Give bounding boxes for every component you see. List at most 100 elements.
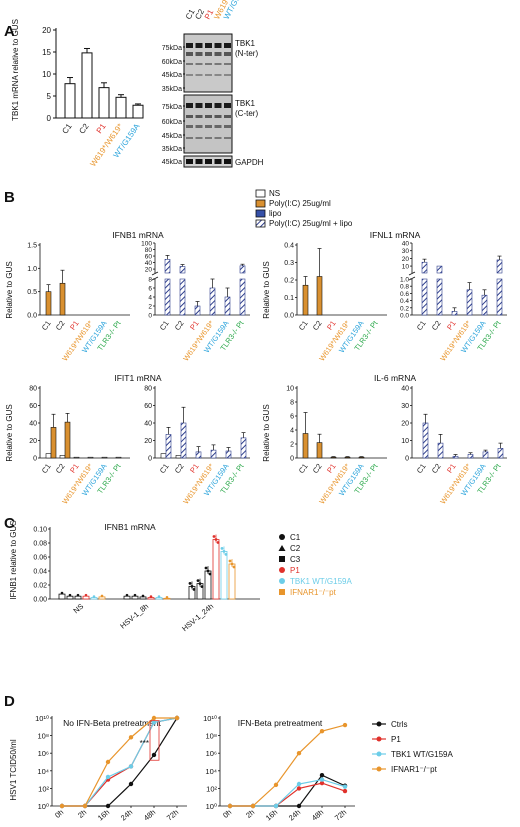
bar — [302, 433, 309, 459]
legend-swatch — [255, 209, 266, 218]
blot-band — [186, 115, 193, 118]
bar — [98, 87, 110, 119]
size-marker: 45kDa — [162, 133, 182, 140]
legend-marker — [279, 567, 285, 573]
y-tick-label: 6 — [148, 286, 152, 293]
y-tick-label: 1.0 — [400, 277, 409, 284]
blot-band — [214, 125, 222, 128]
data-point — [214, 538, 218, 541]
lane-label: C2 — [193, 7, 206, 21]
group-label: NS — [72, 602, 86, 616]
y-tick-label: 40 — [29, 421, 37, 428]
y-axis-label: Relative to GUS — [262, 261, 271, 318]
category-label: C2 — [311, 462, 324, 475]
y-tick-label: 20 — [29, 438, 37, 445]
bar — [316, 442, 323, 459]
legend-label: TBK1 WT/G159A — [290, 577, 352, 586]
category-label: C1 — [415, 462, 428, 475]
data-point — [296, 751, 302, 756]
blot-band — [195, 125, 203, 128]
chart-title: No IFN-Beta pretreatment — [63, 718, 161, 728]
x-tick-label: 0h — [53, 808, 65, 820]
blot-band — [214, 115, 222, 118]
chart-title: IFIT1 mRNA — [114, 373, 162, 383]
size-marker: 75kDa — [162, 104, 182, 111]
bar — [115, 96, 127, 119]
legend-label: Poly(I:C) 25ug/ml + lipo — [269, 219, 353, 228]
y-tick-label: 20 — [402, 256, 410, 263]
y-tick-label: 40 — [145, 260, 153, 267]
bar — [66, 595, 74, 600]
y-tick-label: 1.5 — [27, 243, 37, 250]
y-tick-label: 60 — [145, 254, 153, 261]
x-tick-label: 72h — [333, 808, 348, 823]
category-label: P1 — [445, 462, 458, 475]
data-point — [227, 803, 233, 809]
blot-band — [186, 125, 193, 128]
axis-break — [408, 276, 416, 281]
blot-band — [205, 43, 212, 48]
y-tick-label: 10⁸ — [205, 732, 217, 741]
bar — [164, 278, 171, 316]
bar — [175, 455, 182, 459]
category-label: C2 — [54, 319, 67, 332]
legend-marker — [279, 556, 285, 562]
bar — [73, 456, 80, 459]
chart-title: IFNB1 mRNA — [112, 230, 164, 240]
chart-title: IFNB1 mRNA — [104, 522, 156, 532]
chart-2: IFIT1 mRNA Relative to GUS 0 20 40 60 80 0 20 40 6… — [5, 373, 250, 463]
bar — [98, 596, 106, 600]
blot-band — [224, 137, 231, 139]
y-tick-label: 0.06 — [33, 555, 47, 562]
y-tick-label: 80 — [144, 386, 152, 393]
x-tick-label: 16h — [264, 808, 279, 823]
data-point — [128, 764, 134, 769]
bar — [225, 450, 232, 459]
y-tick-label: 0.0 — [27, 313, 37, 320]
bar — [212, 539, 220, 600]
legend-marker — [376, 736, 382, 742]
legend-swatch — [255, 199, 266, 208]
data-point — [319, 780, 325, 786]
data-point — [273, 803, 279, 809]
y-tick-label: 2 — [290, 442, 294, 449]
data-point — [250, 803, 256, 809]
data-point — [342, 788, 348, 794]
blot-band — [186, 74, 193, 76]
category-label: P1 — [445, 319, 458, 332]
category-label: C1 — [415, 319, 428, 332]
legend-swatch — [255, 189, 266, 198]
data-point — [188, 582, 192, 585]
data-point — [222, 550, 226, 553]
legend-label: lipo — [269, 209, 282, 218]
bar — [45, 291, 52, 316]
x-tick-label: 24h — [287, 808, 302, 823]
y-tick-label: 80 — [29, 386, 37, 393]
legend-marker — [279, 589, 285, 595]
y-tick-label: 0.8 — [400, 284, 409, 291]
y-tick-label: 40 — [401, 386, 409, 393]
bar — [330, 456, 337, 459]
group-label: HSV-1_24h — [180, 602, 215, 634]
series-line — [230, 724, 346, 807]
y-tick-label: 2 — [148, 304, 152, 311]
y-tick-label: 0.5 — [27, 289, 37, 296]
data-point — [151, 715, 157, 721]
data-point — [192, 588, 196, 591]
y-tick-label: 0.08 — [33, 541, 47, 548]
bar — [482, 451, 489, 459]
y-tick-label: 80 — [145, 247, 153, 254]
category-label: C1 — [158, 462, 171, 475]
bar — [165, 434, 172, 459]
blot-band — [214, 52, 222, 56]
y-tick-label: 0.02 — [33, 583, 47, 590]
x-tick-label: 48h — [310, 808, 325, 823]
bar — [496, 278, 503, 316]
data-point — [165, 596, 169, 599]
bar — [50, 427, 57, 459]
y-tick-label: 10¹⁰ — [203, 714, 217, 723]
blot-band — [224, 74, 231, 76]
bar — [422, 422, 429, 459]
x-tick-label: 72h — [165, 808, 180, 823]
